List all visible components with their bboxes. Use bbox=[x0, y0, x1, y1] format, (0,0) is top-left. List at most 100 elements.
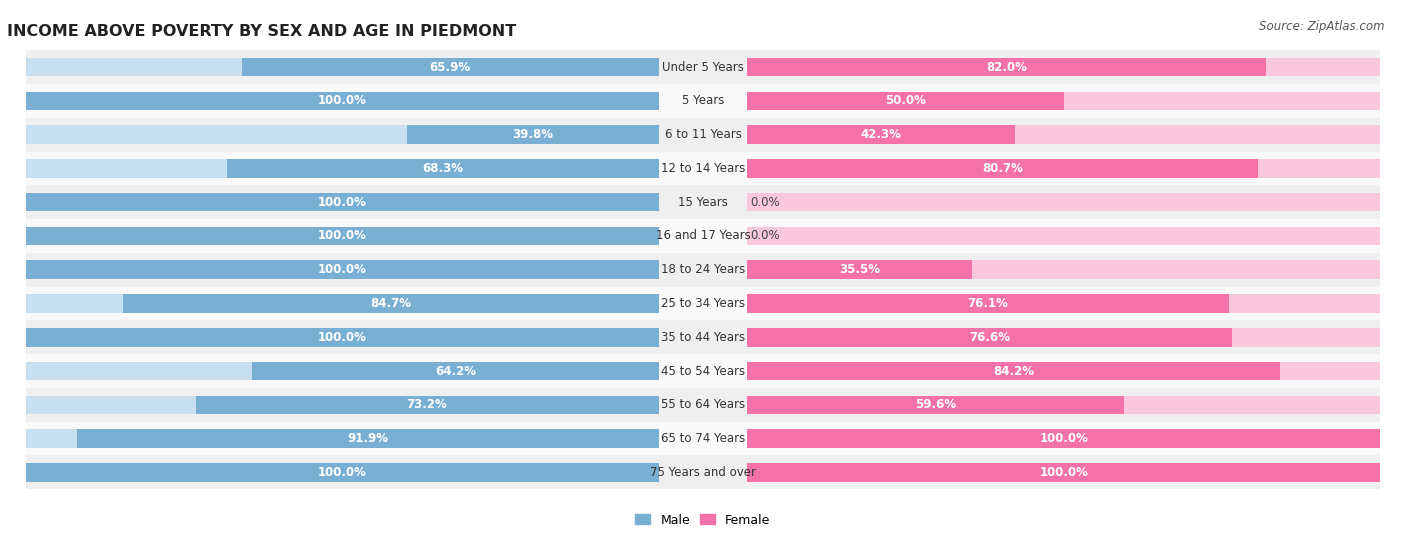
Bar bbox=[748, 159, 1258, 178]
Bar bbox=[77, 429, 658, 448]
Text: 39.8%: 39.8% bbox=[512, 128, 554, 141]
Text: 50.0%: 50.0% bbox=[884, 94, 927, 107]
Bar bbox=[748, 463, 1381, 482]
Text: 100.0%: 100.0% bbox=[318, 94, 367, 107]
Bar bbox=[25, 50, 1381, 84]
Bar bbox=[25, 185, 1381, 219]
Bar bbox=[25, 328, 658, 347]
Text: 76.1%: 76.1% bbox=[967, 297, 1008, 310]
Bar bbox=[25, 320, 1381, 354]
Text: 76.6%: 76.6% bbox=[969, 331, 1010, 344]
Bar bbox=[25, 396, 658, 414]
Text: 64.2%: 64.2% bbox=[434, 364, 477, 377]
Bar bbox=[748, 226, 1381, 245]
Text: Source: ZipAtlas.com: Source: ZipAtlas.com bbox=[1260, 20, 1385, 32]
Bar bbox=[748, 429, 1381, 448]
Text: 0.0%: 0.0% bbox=[751, 196, 780, 209]
Bar bbox=[25, 226, 658, 245]
Text: 18 to 24 Years: 18 to 24 Years bbox=[661, 263, 745, 276]
Bar bbox=[748, 396, 1125, 414]
Bar bbox=[406, 125, 658, 144]
Text: 100.0%: 100.0% bbox=[318, 263, 367, 276]
Bar bbox=[253, 362, 658, 380]
Text: 5 Years: 5 Years bbox=[682, 94, 724, 107]
Bar bbox=[748, 260, 972, 279]
Bar bbox=[748, 125, 1381, 144]
Bar bbox=[242, 58, 658, 77]
Bar bbox=[25, 151, 1381, 185]
Text: 100.0%: 100.0% bbox=[1039, 466, 1088, 479]
Text: 75 Years and over: 75 Years and over bbox=[650, 466, 756, 479]
Bar bbox=[748, 92, 1381, 110]
Bar bbox=[25, 118, 1381, 151]
Text: 73.2%: 73.2% bbox=[406, 399, 447, 411]
Bar bbox=[25, 84, 1381, 118]
Text: 100.0%: 100.0% bbox=[318, 196, 367, 209]
Bar bbox=[25, 92, 658, 110]
Text: 55 to 64 Years: 55 to 64 Years bbox=[661, 399, 745, 411]
Bar bbox=[25, 463, 658, 482]
Bar bbox=[25, 58, 658, 77]
Text: 100.0%: 100.0% bbox=[1039, 432, 1088, 445]
Text: 80.7%: 80.7% bbox=[983, 162, 1024, 175]
Bar bbox=[748, 260, 1381, 279]
Text: 0.0%: 0.0% bbox=[751, 229, 780, 243]
Bar bbox=[25, 159, 658, 178]
Bar bbox=[25, 193, 658, 211]
Bar bbox=[25, 287, 1381, 320]
Bar bbox=[25, 253, 1381, 287]
Bar bbox=[25, 429, 658, 448]
Text: 65 to 74 Years: 65 to 74 Years bbox=[661, 432, 745, 445]
Text: 65.9%: 65.9% bbox=[430, 60, 471, 74]
Bar bbox=[195, 396, 658, 414]
Bar bbox=[25, 421, 1381, 456]
Bar bbox=[25, 388, 1381, 421]
Bar bbox=[25, 362, 658, 380]
Text: 42.3%: 42.3% bbox=[860, 128, 901, 141]
Bar bbox=[748, 396, 1381, 414]
Text: INCOME ABOVE POVERTY BY SEX AND AGE IN PIEDMONT: INCOME ABOVE POVERTY BY SEX AND AGE IN P… bbox=[7, 23, 516, 39]
Bar bbox=[25, 226, 658, 245]
Bar bbox=[748, 362, 1381, 380]
Bar bbox=[25, 219, 1381, 253]
Bar bbox=[748, 463, 1381, 482]
Bar bbox=[748, 362, 1279, 380]
Bar bbox=[25, 92, 658, 110]
Text: 15 Years: 15 Years bbox=[678, 196, 728, 209]
Bar bbox=[748, 58, 1267, 77]
Text: 16 and 17 Years: 16 and 17 Years bbox=[655, 229, 751, 243]
Bar bbox=[25, 328, 658, 347]
Bar bbox=[25, 260, 658, 279]
Bar bbox=[748, 125, 1015, 144]
Text: 59.6%: 59.6% bbox=[915, 399, 956, 411]
Bar bbox=[25, 294, 658, 313]
Bar bbox=[25, 463, 658, 482]
Text: 45 to 54 Years: 45 to 54 Years bbox=[661, 364, 745, 377]
Text: 100.0%: 100.0% bbox=[318, 229, 367, 243]
Bar bbox=[748, 193, 1381, 211]
Bar bbox=[25, 260, 658, 279]
Text: 12 to 14 Years: 12 to 14 Years bbox=[661, 162, 745, 175]
Bar bbox=[748, 328, 1381, 347]
Text: 100.0%: 100.0% bbox=[318, 331, 367, 344]
Bar bbox=[122, 294, 658, 313]
Text: 84.7%: 84.7% bbox=[370, 297, 411, 310]
Text: Under 5 Years: Under 5 Years bbox=[662, 60, 744, 74]
Text: 82.0%: 82.0% bbox=[986, 60, 1028, 74]
Bar bbox=[748, 294, 1381, 313]
Text: 84.2%: 84.2% bbox=[993, 364, 1035, 377]
Text: 35 to 44 Years: 35 to 44 Years bbox=[661, 331, 745, 344]
Bar bbox=[748, 429, 1381, 448]
Bar bbox=[25, 125, 658, 144]
Bar bbox=[25, 354, 1381, 388]
Bar bbox=[748, 92, 1064, 110]
Legend: Male, Female: Male, Female bbox=[630, 509, 776, 532]
Bar bbox=[25, 193, 658, 211]
Bar bbox=[748, 294, 1229, 313]
Bar bbox=[748, 58, 1381, 77]
Text: 100.0%: 100.0% bbox=[318, 466, 367, 479]
Bar bbox=[25, 456, 1381, 489]
Text: 91.9%: 91.9% bbox=[347, 432, 388, 445]
Text: 6 to 11 Years: 6 to 11 Years bbox=[665, 128, 741, 141]
Bar bbox=[748, 159, 1381, 178]
